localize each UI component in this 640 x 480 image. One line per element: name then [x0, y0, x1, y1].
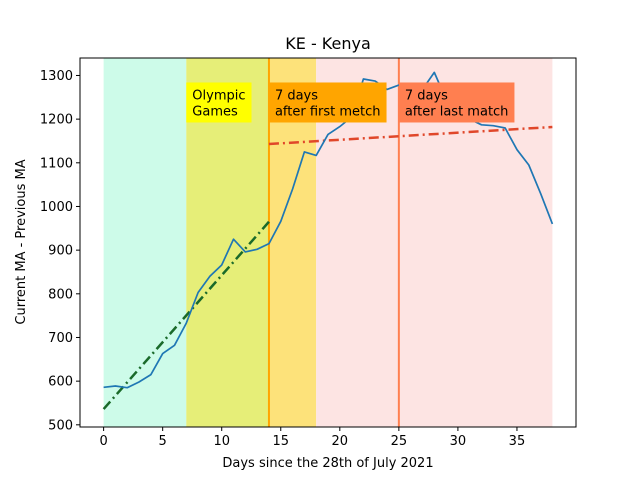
y-tick-label-6: 1100 [40, 156, 73, 171]
y-tick-label-3: 800 [48, 287, 73, 302]
x-tick-label-1: 5 [159, 434, 167, 449]
annotation-1-line-0: 7 days [275, 88, 318, 103]
shaded-region-0 [103, 58, 187, 427]
annotation-2-line-0: 7 days [405, 88, 448, 103]
x-axis-label: Days since the 28th of July 2021 [222, 456, 433, 471]
x-tick-label-3: 15 [272, 434, 289, 449]
y-tick-label-0: 500 [48, 418, 73, 433]
trend-line-0 [102, 220, 270, 410]
annotation-0-line-0: Olympic [192, 88, 245, 103]
data-series [103, 71, 554, 389]
annotation-1-line-1: after first metch [275, 104, 381, 119]
y-tick-label-2: 700 [48, 331, 73, 346]
annotation-2-line-1: after last match [405, 104, 509, 119]
trend-lines [102, 125, 553, 410]
y-tick-label-7: 1200 [40, 113, 73, 128]
annotation-0-box [186, 82, 252, 123]
trend-line-1 [268, 125, 553, 146]
y-tick-label-4: 900 [48, 244, 73, 259]
series-line-0 [103, 71, 554, 389]
x-axis: 0 5 10 15 20 25 30 35 [99, 427, 525, 449]
annotation-1-box [268, 82, 387, 123]
y-tick-label-1: 600 [48, 375, 73, 390]
annotation-0-line-1: Games [192, 104, 238, 119]
plot-frame [79, 57, 577, 428]
y-axis-label: Current MA - Previous MA [14, 159, 29, 324]
y-axis: 500 600 700 800 900 1000 1100 1200 1300 [40, 69, 80, 433]
x-tick-label-4: 20 [332, 434, 349, 449]
chart-title: KE - Kenya [285, 34, 371, 53]
y-tick-label-8: 1300 [40, 69, 73, 84]
y-tick-label-5: 1000 [40, 200, 73, 215]
x-tick-label-5: 25 [391, 434, 408, 449]
x-tick-label-7: 35 [509, 434, 526, 449]
x-tick-label-2: 10 [213, 434, 230, 449]
annotation-2-box [398, 82, 515, 123]
x-tick-label-0: 0 [99, 434, 107, 449]
x-tick-label-6: 30 [450, 434, 467, 449]
